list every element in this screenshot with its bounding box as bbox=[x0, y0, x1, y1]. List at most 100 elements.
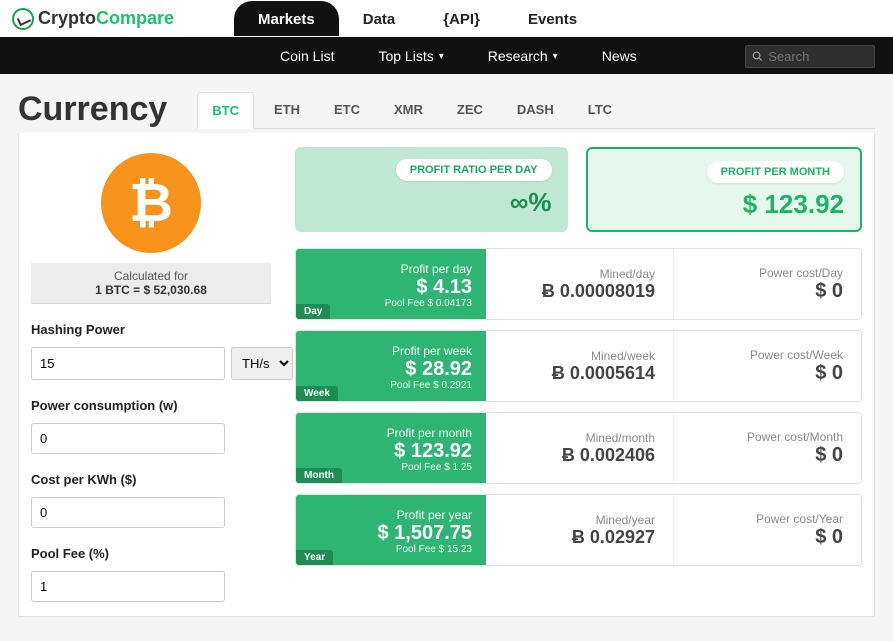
row-week-profit-value: $ 28.92 bbox=[405, 358, 472, 380]
tab-xmr[interactable]: XMR bbox=[380, 92, 437, 128]
currency-tabs: BTC ETH ETC XMR ZEC DASH LTC bbox=[197, 92, 875, 129]
row-year-pool-fee: Pool Fee $ 15.23 bbox=[396, 544, 472, 555]
brand-text-1: Crypto bbox=[38, 8, 96, 28]
row-day-mined-value: Ƀ 0.00008019 bbox=[542, 281, 655, 302]
search-icon bbox=[752, 50, 763, 63]
hashing-unit-select[interactable]: TH/s bbox=[231, 347, 293, 380]
hashing-power-input[interactable] bbox=[31, 347, 225, 380]
row-day-profit-value: $ 4.13 bbox=[416, 276, 472, 298]
tab-dash[interactable]: DASH bbox=[503, 92, 568, 128]
pool-fee-input[interactable] bbox=[31, 571, 225, 602]
row-week: Week Profit per week $ 28.92 Pool Fee $ … bbox=[295, 330, 862, 402]
row-day-power: Power cost/Day $ 0 bbox=[674, 249, 861, 319]
top-bar: CryptoCompare Markets Data {API} Events bbox=[0, 0, 893, 38]
chevron-down-icon: ▾ bbox=[553, 51, 558, 62]
row-month-tag: Month bbox=[296, 468, 342, 483]
row-month-profit-value: $ 123.92 bbox=[394, 440, 472, 462]
row-week-profit-label: Profit per week bbox=[392, 344, 472, 358]
row-day-mined-label: Mined/day bbox=[600, 267, 655, 281]
brand-text-2: Compare bbox=[96, 8, 174, 28]
subnav-research[interactable]: Research ▾ bbox=[488, 48, 558, 64]
content-area: ₿ Calculated for 1 BTC = $ 52,030.68 Has… bbox=[18, 133, 875, 617]
nav-api[interactable]: {API} bbox=[419, 1, 504, 36]
row-week-power: Power cost/Week $ 0 bbox=[674, 331, 861, 401]
row-day: Day Profit per day $ 4.13 Pool Fee $ 0.0… bbox=[295, 248, 862, 320]
search-box[interactable] bbox=[745, 45, 875, 68]
calculated-for-box: Calculated for 1 BTC = $ 52,030.68 bbox=[31, 263, 271, 304]
page-body: Currency BTC ETH ETC XMR ZEC DASH LTC ₿ … bbox=[0, 74, 893, 641]
page-header: Currency BTC ETH ETC XMR ZEC DASH LTC bbox=[18, 90, 875, 129]
row-year-power-value: $ 0 bbox=[815, 526, 843, 549]
nav-data[interactable]: Data bbox=[339, 1, 420, 36]
logo-icon bbox=[12, 8, 34, 30]
row-month-power: Power cost/Month $ 0 bbox=[674, 413, 861, 483]
row-day-profit: Day Profit per day $ 4.13 Pool Fee $ 0.0… bbox=[296, 249, 486, 319]
subnav-toplists[interactable]: Top Lists ▾ bbox=[378, 48, 443, 64]
row-month-mined-label: Mined/month bbox=[586, 431, 655, 445]
calculated-for-label: Calculated for bbox=[37, 269, 265, 283]
page-title: Currency bbox=[18, 90, 167, 129]
chevron-down-icon: ▾ bbox=[439, 51, 444, 62]
row-week-mined-value: Ƀ 0.0005614 bbox=[552, 363, 655, 384]
calculator-sidebar: ₿ Calculated for 1 BTC = $ 52,030.68 Has… bbox=[31, 147, 271, 602]
row-week-power-label: Power cost/Week bbox=[750, 348, 843, 362]
row-month: Month Profit per month $ 123.92 Pool Fee… bbox=[295, 412, 862, 484]
row-day-pool-fee: Pool Fee $ 0.04173 bbox=[385, 298, 472, 309]
power-consumption-input[interactable] bbox=[31, 423, 225, 454]
subnav-news[interactable]: News bbox=[602, 48, 637, 64]
btc-rate: 1 BTC = $ 52,030.68 bbox=[37, 283, 265, 297]
row-day-power-value: $ 0 bbox=[815, 280, 843, 303]
profit-month-label: PROFIT PER MONTH bbox=[707, 161, 844, 183]
row-week-mined: Mined/week Ƀ 0.0005614 bbox=[486, 331, 674, 401]
row-day-power-label: Power cost/Day bbox=[759, 266, 843, 280]
period-rows: Day Profit per day $ 4.13 Pool Fee $ 0.0… bbox=[295, 248, 862, 566]
row-month-mined: Mined/month Ƀ 0.002406 bbox=[486, 413, 674, 483]
brand-logo[interactable]: CryptoCompare bbox=[12, 8, 174, 30]
row-year-tag: Year bbox=[296, 550, 333, 565]
row-day-mined: Mined/day Ƀ 0.00008019 bbox=[486, 249, 674, 319]
row-week-mined-label: Mined/week bbox=[591, 349, 655, 363]
nav-markets[interactable]: Markets bbox=[234, 1, 339, 36]
profit-month-card: PROFIT PER MONTH $ 123.92 bbox=[586, 147, 863, 232]
profit-ratio-label: PROFIT RATIO PER DAY bbox=[396, 159, 552, 181]
search-input[interactable] bbox=[768, 49, 868, 64]
row-year-power-label: Power cost/Year bbox=[756, 512, 843, 526]
row-year-profit: Year Profit per year $ 1,507.75 Pool Fee… bbox=[296, 495, 486, 565]
sub-nav-bar: Coin List Top Lists ▾ Research ▾ News bbox=[0, 38, 893, 74]
row-year-mined: Mined/year Ƀ 0.02927 bbox=[486, 495, 674, 565]
row-week-tag: Week bbox=[296, 386, 338, 401]
top-nav: Markets Data {API} Events bbox=[234, 1, 601, 36]
row-month-mined-value: Ƀ 0.002406 bbox=[562, 445, 655, 466]
tab-eth[interactable]: ETH bbox=[260, 92, 314, 128]
tab-ltc[interactable]: LTC bbox=[574, 92, 626, 128]
row-year-profit-value: $ 1,507.75 bbox=[377, 522, 472, 544]
row-year-mined-label: Mined/year bbox=[596, 513, 655, 527]
row-month-pool-fee: Pool Fee $ 1.25 bbox=[401, 462, 472, 473]
row-week-power-value: $ 0 bbox=[815, 362, 843, 385]
row-month-power-value: $ 0 bbox=[815, 444, 843, 467]
row-day-profit-label: Profit per day bbox=[401, 262, 472, 276]
row-week-pool-fee: Pool Fee $ 0.2921 bbox=[390, 380, 472, 391]
subnav-toplists-label: Top Lists bbox=[378, 48, 433, 64]
cost-per-kwh-input[interactable] bbox=[31, 497, 225, 528]
results-main: PROFIT RATIO PER DAY ∞% PROFIT PER MONTH… bbox=[295, 147, 862, 602]
row-day-tag: Day bbox=[296, 304, 330, 319]
cost-per-kwh-label: Cost per KWh ($) bbox=[31, 472, 271, 487]
subnav-coinlist[interactable]: Coin List bbox=[280, 48, 334, 64]
tab-btc[interactable]: BTC bbox=[197, 92, 254, 129]
pool-fee-label: Pool Fee (%) bbox=[31, 546, 271, 561]
row-year-mined-value: Ƀ 0.02927 bbox=[572, 527, 655, 548]
row-month-power-label: Power cost/Month bbox=[747, 430, 843, 444]
row-year-profit-label: Profit per year bbox=[397, 508, 472, 522]
subnav-research-label: Research bbox=[488, 48, 548, 64]
tab-zec[interactable]: ZEC bbox=[443, 92, 497, 128]
nav-events[interactable]: Events bbox=[504, 1, 601, 36]
row-year-power: Power cost/Year $ 0 bbox=[674, 495, 861, 565]
row-year: Year Profit per year $ 1,507.75 Pool Fee… bbox=[295, 494, 862, 566]
profit-ratio-value: ∞% bbox=[311, 187, 552, 218]
row-week-profit: Week Profit per week $ 28.92 Pool Fee $ … bbox=[296, 331, 486, 401]
profit-month-value: $ 123.92 bbox=[604, 189, 845, 220]
tab-etc[interactable]: ETC bbox=[320, 92, 374, 128]
row-month-profit: Month Profit per month $ 123.92 Pool Fee… bbox=[296, 413, 486, 483]
profit-ratio-card: PROFIT RATIO PER DAY ∞% bbox=[295, 147, 568, 232]
